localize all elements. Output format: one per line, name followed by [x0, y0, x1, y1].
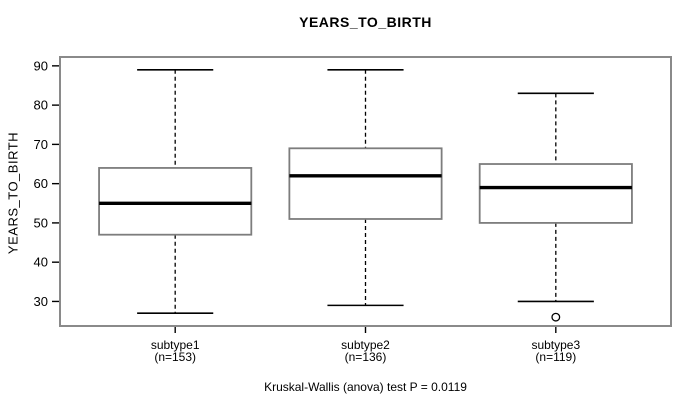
stat-test-caption: Kruskal-Wallis (anova) test P = 0.0119 — [264, 380, 467, 394]
chart-title: YEARS_TO_BIRTH — [299, 14, 432, 30]
iqr-box — [288, 147, 443, 220]
group-label: subtype3 — [531, 338, 580, 352]
y-axis-tick-label: 50 — [34, 215, 48, 230]
group-sublabel: (n=136) — [345, 350, 387, 364]
y-axis-tick-label: 80 — [34, 98, 48, 113]
group-label: subtype1 — [151, 338, 200, 352]
iqr-box — [98, 167, 253, 236]
group-sublabel: (n=153) — [154, 350, 196, 364]
y-axis-tick-label: 30 — [34, 294, 48, 309]
outlier-point — [551, 312, 561, 322]
group-label: subtype2 — [341, 338, 390, 352]
y-axis-tick-label: 70 — [34, 137, 48, 152]
plot-frame — [59, 56, 672, 327]
y-axis-tick-label: 40 — [34, 255, 48, 270]
group-sublabel: (n=119) — [535, 350, 576, 364]
y-axis-tick-label: 60 — [34, 176, 48, 191]
iqr-box — [478, 163, 633, 224]
y-axis-tick-label: 90 — [34, 58, 48, 73]
